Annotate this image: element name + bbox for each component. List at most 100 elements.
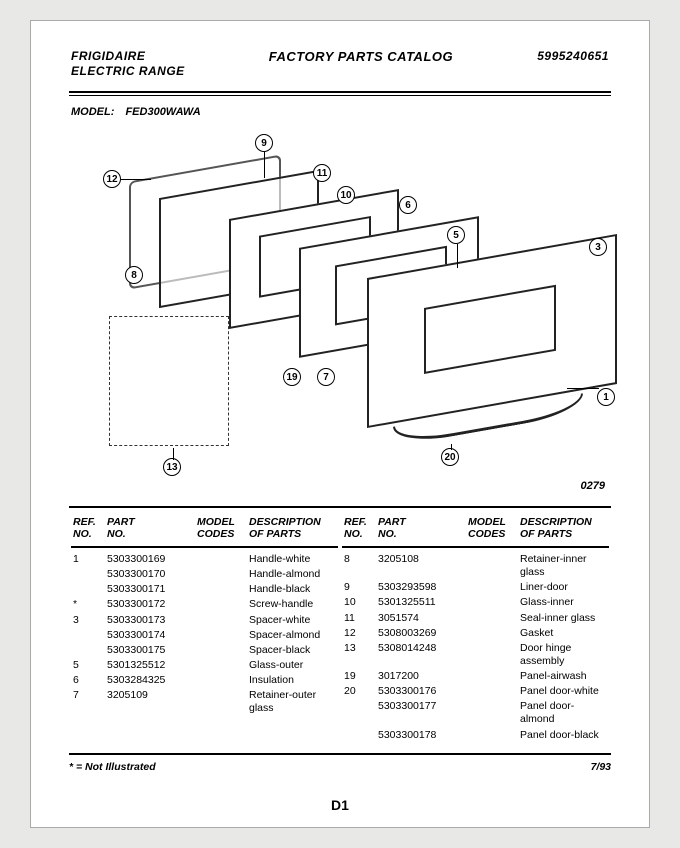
cell-model: [195, 629, 247, 642]
table-row: 65303284325Insulation: [71, 673, 338, 688]
table-row: 135308014248Door hinge assembly: [342, 641, 609, 669]
cell-part: 5303300170: [105, 568, 195, 581]
callout-12: 12: [103, 170, 121, 188]
callout-6: 6: [399, 196, 417, 214]
cell-model: [195, 568, 247, 581]
cell-ref: 9: [342, 581, 376, 594]
cell-ref: [71, 583, 105, 596]
callout-20: 20: [441, 448, 459, 466]
cell-part: 5301325512: [105, 659, 195, 672]
cell-ref: 19: [342, 670, 376, 683]
brand-line2: ELECTRIC RANGE: [71, 64, 185, 79]
cell-part: 5303300178: [376, 729, 466, 742]
cell-part: 3051574: [376, 612, 466, 625]
print-date: 7/93: [591, 761, 611, 773]
callout-8: 8: [125, 266, 143, 284]
table-row: 125308003269 Gasket: [342, 626, 609, 641]
cell-ref: [71, 644, 105, 657]
brand-line1: FRIGIDAIRE: [71, 49, 185, 64]
cell-model: [466, 670, 518, 683]
cell-model: [466, 642, 518, 668]
table-row: 5303300178 Panel door-black: [342, 728, 609, 743]
table-row: 5303300170 Handle-almond: [71, 567, 338, 582]
cell-model: [195, 659, 247, 672]
cell-desc: Panel door-white: [518, 685, 609, 698]
table-row: 35303300173Spacer-white: [71, 613, 338, 628]
cell-part: 5303300171: [105, 583, 195, 596]
callout-13: 13: [163, 458, 181, 476]
cell-part: 5308003269: [376, 627, 466, 640]
cell-model: [466, 685, 518, 698]
callout-11: 11: [313, 164, 331, 182]
rule-top: [69, 91, 611, 93]
cell-desc: Spacer-black: [247, 644, 338, 657]
cell-ref: 6: [71, 674, 105, 687]
cell-model: [466, 627, 518, 640]
table-header: REF. NO. PART NO. MODEL CODES DESCRIPTIO…: [342, 512, 609, 548]
cell-desc: Spacer-almond: [247, 629, 338, 642]
cell-part: 5301325511: [376, 596, 466, 609]
cell-ref: 11: [342, 612, 376, 625]
parts-table: REF. NO. PART NO. MODEL CODES DESCRIPTIO…: [69, 506, 611, 755]
cell-ref: 13: [342, 642, 376, 668]
cell-desc: Gasket: [518, 627, 609, 640]
th-part: PART NO.: [105, 516, 195, 540]
table-body-right: 83205108 Retainer-inner glass95303293598L…: [342, 548, 609, 749]
callout-19: 19: [283, 368, 301, 386]
table-body-left: 15303300169 Handle-white 5303300170 Handle-…: [71, 548, 338, 722]
cell-part: 5308014248: [376, 642, 466, 668]
cell-model: [195, 553, 247, 566]
cell-desc: Glass-inner: [518, 596, 609, 609]
callout-1: 1: [597, 388, 615, 406]
cell-model: [466, 700, 518, 726]
callout-10: 10: [337, 186, 355, 204]
cell-model: [195, 614, 247, 627]
th-ref: REF. NO.: [342, 516, 376, 540]
cell-desc: Glass-outer: [247, 659, 338, 672]
cell-part: 5303300177: [376, 700, 466, 726]
cell-part: 3205108: [376, 553, 466, 579]
page: FRIGIDAIRE ELECTRIC RANGE FACTORY PARTS …: [30, 20, 650, 828]
cell-desc: Handle-white: [247, 553, 338, 566]
cell-ref: 20: [342, 685, 376, 698]
table-row: 5303300175 Spacer-black: [71, 643, 338, 658]
table-left: REF. NO. PART NO. MODEL CODES DESCRIPTIO…: [69, 508, 340, 753]
catalog-number: 5995240651: [537, 49, 609, 63]
cell-desc: Retainer-inner glass: [518, 553, 609, 579]
table-row: 5303300171Handle-black: [71, 582, 338, 597]
cell-desc: Insulation: [247, 674, 338, 687]
table-right: REF. NO. PART NO. MODEL CODES DESCRIPTIO…: [340, 508, 611, 753]
callout-7: 7: [317, 368, 335, 386]
cell-desc: Liner-door: [518, 581, 609, 594]
cell-ref: 7: [71, 689, 105, 715]
th-desc: DESCRIPTION OF PARTS: [518, 516, 609, 540]
cell-desc: Screw-handle: [247, 598, 338, 611]
callout-9: 9: [255, 134, 273, 152]
table-row: 193017200Panel-airwash: [342, 669, 609, 684]
th-part: PART NO.: [376, 516, 466, 540]
cell-model: [195, 598, 247, 611]
lead: [121, 179, 151, 180]
cell-part: 5303300176: [376, 685, 466, 698]
table-row: 5303300177Panel door-almond: [342, 699, 609, 727]
cell-part: 5303300175: [105, 644, 195, 657]
cell-ref: 12: [342, 627, 376, 640]
page-number: D1: [31, 797, 649, 813]
cell-part: 5303300174: [105, 629, 195, 642]
cell-model: [195, 583, 247, 596]
footer-row: * = Not Illustrated 7/93: [69, 761, 611, 773]
cell-part: 3017200: [376, 670, 466, 683]
table-row: 95303293598Liner-door: [342, 580, 609, 595]
table-row: 15303300169 Handle-white: [71, 552, 338, 567]
table-row: 55301325512Glass-outer: [71, 658, 338, 673]
cell-model: [466, 581, 518, 594]
cell-part: 3205109: [105, 689, 195, 715]
cell-part: 5303300169: [105, 553, 195, 566]
cell-desc: Handle-almond: [247, 568, 338, 581]
cell-model: [466, 729, 518, 742]
cell-ref: 1: [71, 553, 105, 566]
lead: [457, 244, 458, 268]
cell-ref: 8: [342, 553, 376, 579]
cell-ref: [71, 629, 105, 642]
cell-desc: Panel door-black: [518, 729, 609, 742]
